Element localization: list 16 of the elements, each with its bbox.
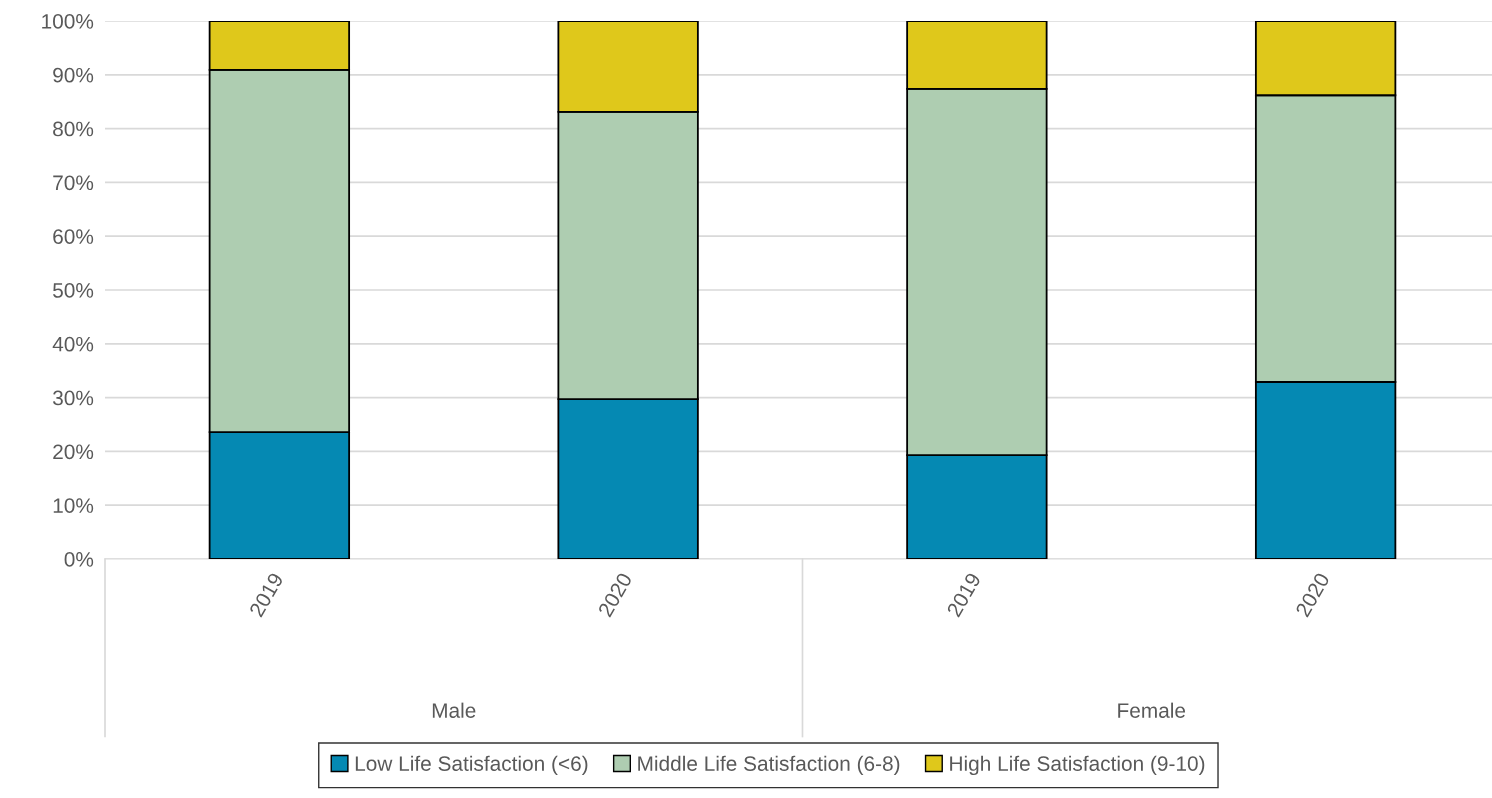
- text: Female: [1118, 702, 1186, 718]
- y-tick-label: 80%: [53, 121, 94, 137]
- legend-label: Middle Life Satisfaction (6-8): [638, 755, 900, 776]
- y-tick-label: 40%: [52, 336, 94, 352]
- y-tick-label: 70%: [53, 175, 94, 191]
- legend-label: High Life Satisfaction (9-10): [950, 755, 1205, 776]
- y-tick-label: 10%: [53, 498, 94, 513]
- y-tick-label: 0%: [64, 552, 94, 567]
- y-tick-label: 20%: [53, 444, 94, 460]
- y-tick-label: 90%: [53, 67, 94, 83]
- y-tick-label: 50%: [53, 283, 94, 298]
- text: Male: [432, 702, 476, 718]
- y-tick-label: 100%: [42, 14, 94, 29]
- legend-label: Low Life Satisfaction (<6): [355, 755, 588, 776]
- y-tick-label: 60%: [53, 229, 94, 244]
- y-tick-label: 30%: [52, 390, 94, 406]
